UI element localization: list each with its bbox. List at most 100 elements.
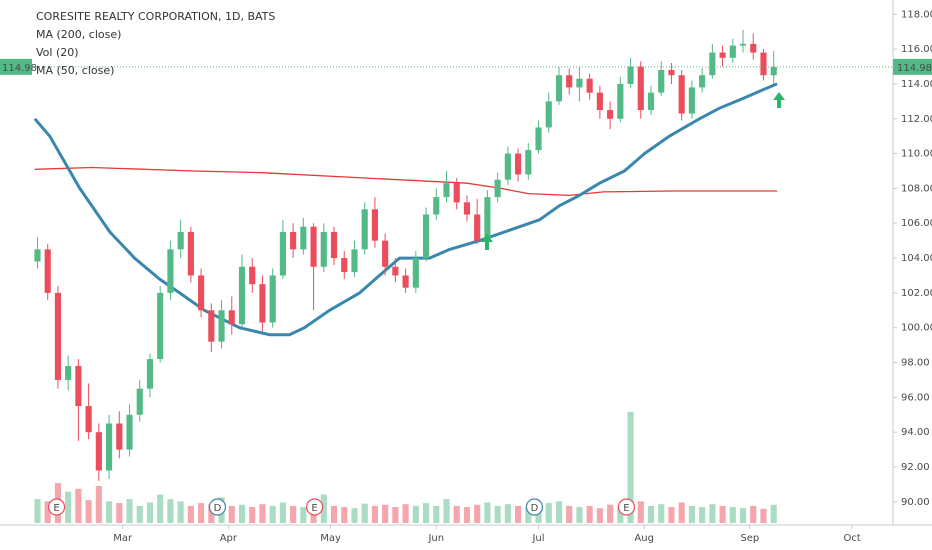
ma-line [34, 166, 778, 197]
volume-bar [760, 508, 767, 523]
volume-bar [44, 501, 51, 523]
y-tick-label: 102.00 [901, 288, 932, 299]
candle-body [525, 150, 532, 175]
marks: 90.00 92.00 94.00 96.00 98.00 100.00 102.00 104… [0, 9, 932, 544]
y-tick-label: 90.00 [901, 497, 930, 508]
candle-body [198, 275, 205, 311]
volume-bar [106, 501, 113, 523]
volume-bar [198, 503, 205, 523]
candle-body [95, 432, 102, 471]
volume-bar [238, 504, 246, 523]
candle-body [566, 75, 573, 88]
candle-body [647, 92, 655, 111]
volume-bar [658, 504, 665, 523]
candle-body [34, 249, 41, 262]
event-label: E [623, 503, 629, 514]
volume-bar [361, 503, 368, 523]
candle-body [433, 197, 440, 215]
candle-body [228, 310, 235, 325]
event-marker [47, 498, 66, 516]
candle-body [382, 240, 389, 267]
candle-body [770, 66, 777, 76]
volume-bar [699, 507, 706, 523]
candle-body [596, 92, 603, 111]
event-marker [208, 498, 227, 516]
candle-body [515, 153, 522, 175]
volume-bar [555, 501, 563, 523]
candle-body [627, 66, 634, 84]
volume-bar [494, 505, 501, 523]
candle-body [85, 406, 92, 433]
x-tick-label: May [320, 533, 341, 544]
last-price-label: 114.98 [897, 63, 932, 74]
volume-bar [412, 505, 419, 523]
candle-body [269, 275, 276, 323]
y-tick-label: 104.00 [901, 253, 932, 264]
volume-bar [279, 502, 286, 523]
last-price-label: 114.98 [2, 63, 37, 74]
candle-body [545, 101, 552, 128]
candle-body [402, 275, 409, 288]
volume-bar [177, 501, 184, 523]
y-tick-label: 108.00 [901, 183, 932, 194]
volume-bar [371, 505, 378, 523]
y-tick-label: 118.00 [901, 9, 932, 20]
volume-bar [474, 504, 481, 523]
chart-title: CORESITE REALTY CORPORATION, 1D, BATS [36, 10, 275, 23]
volume-bar [157, 494, 164, 523]
candle-body [75, 366, 82, 407]
volume-bar [167, 499, 174, 523]
candle-body [750, 43, 757, 53]
candle-body [249, 266, 256, 285]
candle-body [310, 226, 317, 267]
x-tick-label: Jul [531, 533, 544, 544]
candle-body [290, 231, 297, 250]
y-tick-label: 98.00 [901, 358, 930, 369]
candle-body [361, 209, 368, 250]
y-tick-label: 114.00 [901, 79, 932, 90]
candle-body [607, 110, 614, 119]
volume-bar [504, 504, 511, 523]
x-tick-label: Aug [634, 533, 654, 544]
volume-bar [95, 485, 102, 523]
event-marker [525, 498, 544, 516]
candle-body [136, 388, 143, 415]
volume-bar [75, 488, 82, 523]
volume-bar [607, 504, 614, 523]
candle-body [617, 83, 624, 119]
legend-entry: MA (50, close) [36, 64, 114, 77]
event-label: D [214, 503, 222, 514]
candle-body [586, 78, 593, 93]
volume-bar [187, 505, 194, 523]
volume-bar [566, 505, 573, 523]
candle-body [279, 231, 286, 276]
candle-body [729, 45, 736, 58]
candle-body [218, 310, 225, 342]
candle-body [760, 52, 767, 76]
volume-bar [586, 505, 593, 523]
volume-bar [351, 508, 358, 523]
volume-bar [259, 504, 266, 523]
candle-body [146, 359, 154, 389]
volume-bar [525, 507, 532, 523]
last-price-tag [893, 58, 932, 75]
volume-bar [126, 499, 133, 523]
volume-bar [382, 504, 389, 523]
volume-bar [290, 505, 297, 523]
y-tick-label: 100.00 [901, 323, 932, 334]
volume-bar [392, 507, 399, 523]
candle-body [167, 249, 174, 293]
candle-body [668, 70, 675, 76]
candle-body [463, 202, 471, 215]
y-tick-label: 94.00 [901, 427, 930, 438]
event-label: E [311, 503, 317, 514]
volume-bar [668, 507, 675, 523]
candle-body [341, 258, 348, 272]
volume-bar [576, 507, 583, 523]
volume-bar [709, 504, 716, 523]
candle-body [739, 43, 747, 46]
candle-body [474, 214, 481, 241]
candle-body [392, 266, 399, 276]
candle-body [44, 249, 51, 293]
